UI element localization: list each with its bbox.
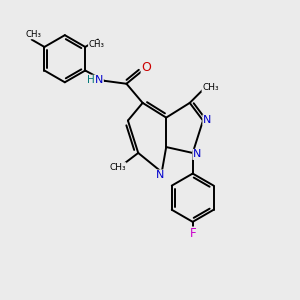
Text: H: H <box>87 75 95 85</box>
Text: CH₃: CH₃ <box>109 163 126 172</box>
Text: N: N <box>203 115 211 125</box>
Text: N: N <box>156 170 164 180</box>
Text: CH₃: CH₃ <box>25 30 41 39</box>
Text: CH₃: CH₃ <box>88 40 104 50</box>
Text: N: N <box>95 75 103 85</box>
Text: O: O <box>141 61 151 74</box>
Text: F: F <box>189 227 196 240</box>
Text: CH₃: CH₃ <box>202 83 219 92</box>
Text: N: N <box>193 149 201 159</box>
